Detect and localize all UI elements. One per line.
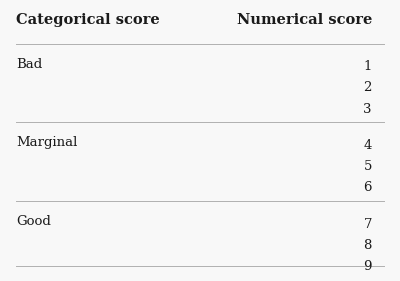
Text: Good: Good (16, 215, 51, 228)
Text: Marginal: Marginal (16, 136, 77, 149)
Text: 1: 1 (364, 60, 372, 73)
Text: 7: 7 (364, 218, 372, 231)
Text: 5: 5 (364, 160, 372, 173)
Text: Numerical score: Numerical score (237, 13, 372, 27)
Text: 3: 3 (364, 103, 372, 115)
Text: Bad: Bad (16, 58, 42, 71)
Text: 8: 8 (364, 239, 372, 252)
Text: Categorical score: Categorical score (16, 13, 160, 27)
Text: 9: 9 (364, 260, 372, 273)
Text: 2: 2 (364, 81, 372, 94)
Text: 6: 6 (364, 181, 372, 194)
Text: 4: 4 (364, 139, 372, 152)
